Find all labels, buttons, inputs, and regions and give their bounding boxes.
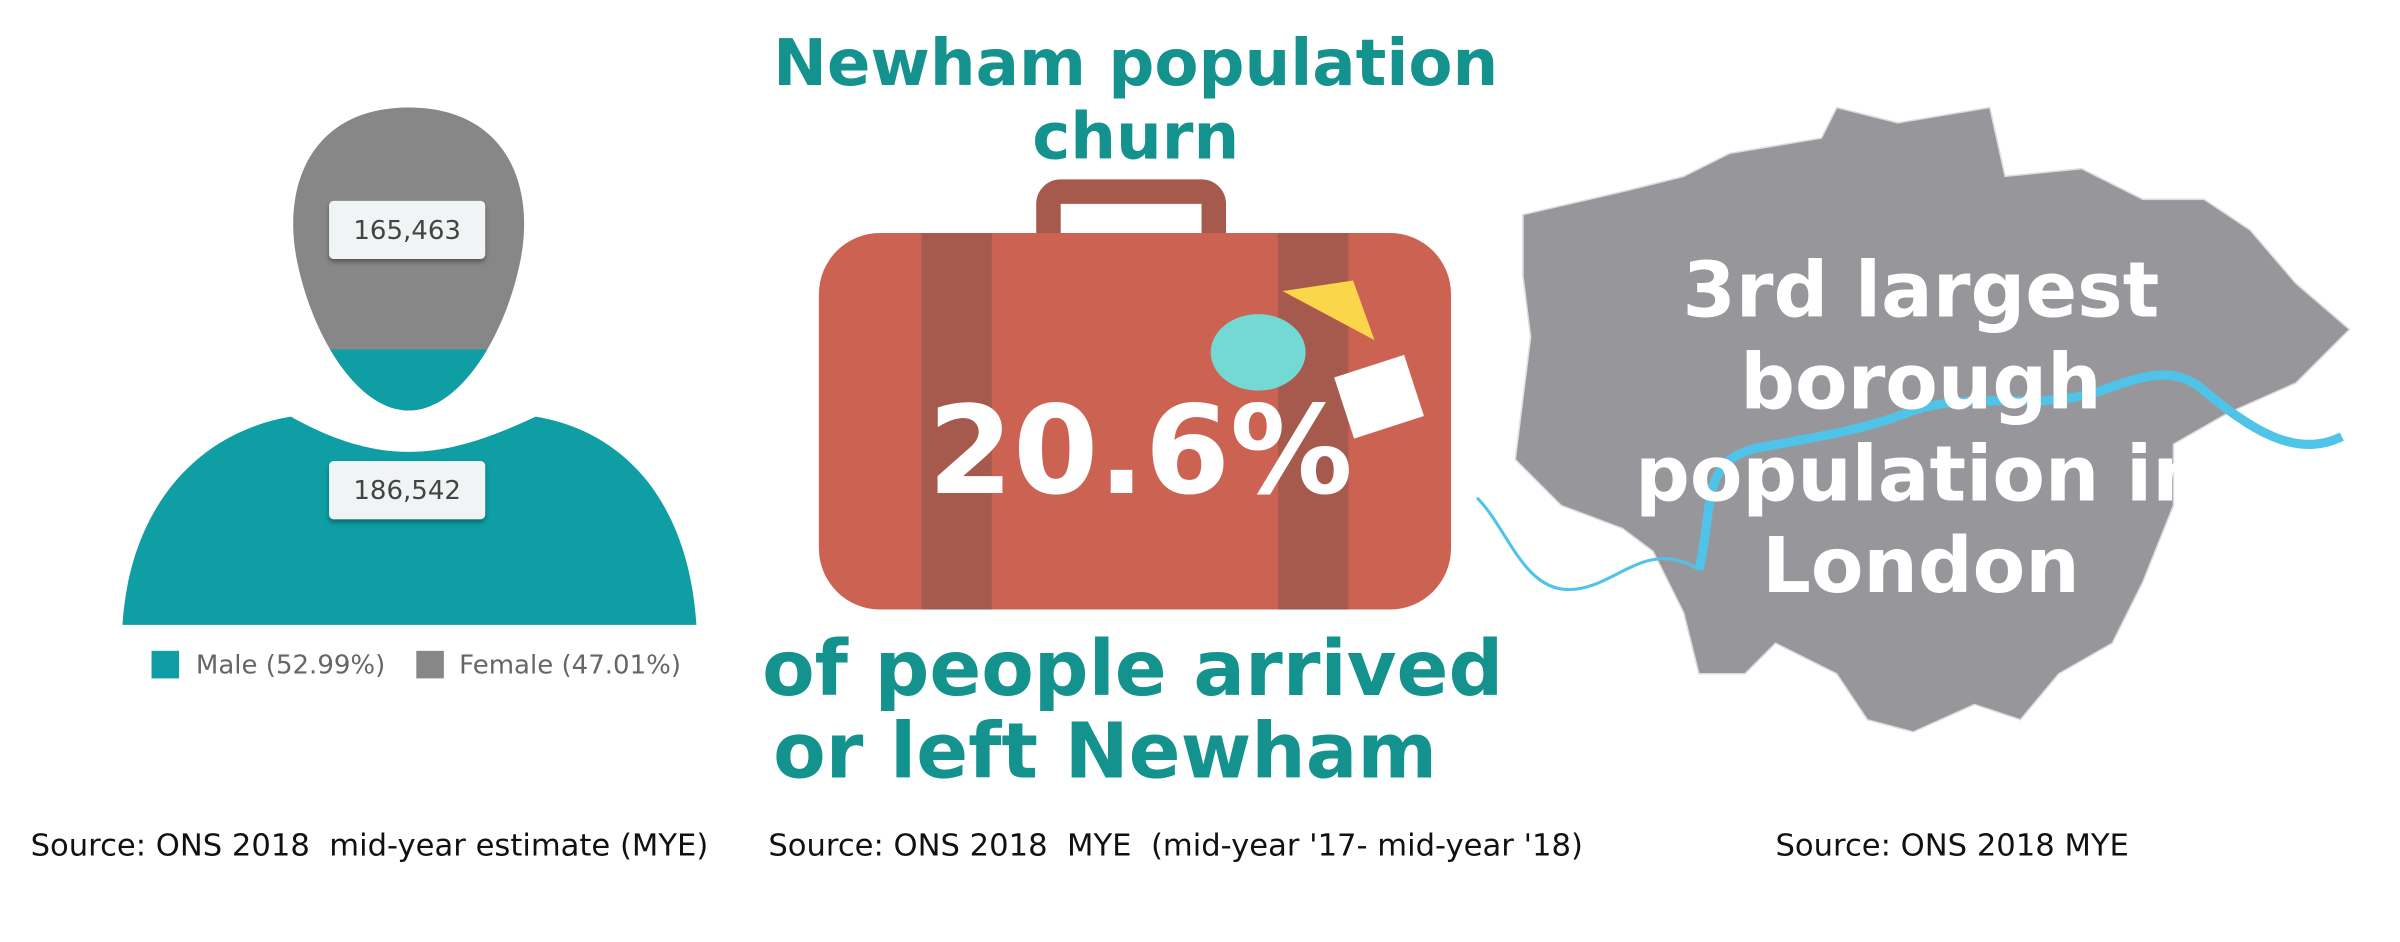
label-box xyxy=(329,461,486,520)
title: churn xyxy=(1032,100,1239,175)
map-text: 3rd largest xyxy=(1683,247,2160,336)
source: Source: ONS 2018 MYE (mid-year '17- mid-… xyxy=(768,828,1583,863)
title: Newham population xyxy=(773,26,1498,101)
legend-swatch xyxy=(151,650,180,679)
label-box xyxy=(329,200,486,260)
caption: of people arrived xyxy=(762,625,1503,714)
person-figure xyxy=(122,107,697,625)
source: Source: ONS 2018 mid-year estimate (MYE) xyxy=(31,828,709,863)
legend-swatch xyxy=(416,650,444,679)
caption: or left Newham xyxy=(773,707,1437,796)
map-text: London xyxy=(1762,522,2080,611)
legend-label: Female (47.01%) xyxy=(459,651,681,681)
churn-value: 20.6% xyxy=(928,379,1353,522)
map-text: borough xyxy=(1740,339,2101,428)
suitcase xyxy=(818,179,1452,610)
male-count: 186,542 xyxy=(353,476,461,506)
map-text: population in xyxy=(1635,430,2207,519)
female-count: 165,463 xyxy=(353,216,461,246)
legend-label: Male (52.99%) xyxy=(196,651,385,681)
source: Source: ONS 2018 MYE xyxy=(1776,828,2129,863)
london-map xyxy=(1475,106,2351,733)
